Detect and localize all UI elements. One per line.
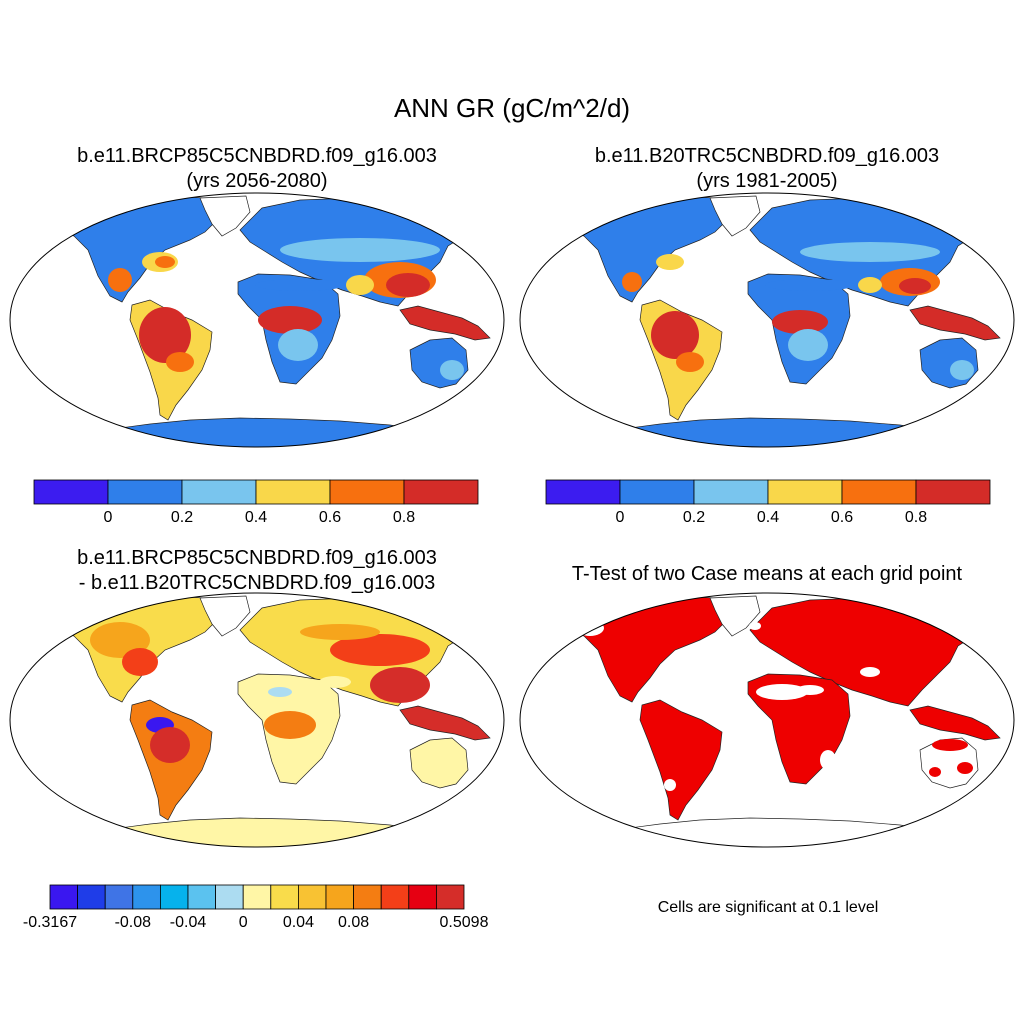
colorbar-2-tick-label-0: 0 — [616, 509, 625, 526]
colorbar-2-swatch-3 — [767, 479, 843, 505]
colorbar-3-swatch-6 — [215, 884, 244, 910]
colorbar-panel-3: -0.3167 -0.08 -0.04 0 0.04 0.08 0.5098 — [23, 884, 489, 931]
panel-2-title-line2: (yrs 1981-2005) — [696, 170, 838, 192]
panel-2-title-line1: b.e11.B20TRC5CNBDRD.f09_g16.003 — [594, 145, 940, 167]
colorbar-2-swatch-5 — [915, 479, 991, 505]
colorbar-3-swatch-0 — [49, 884, 79, 910]
colorbar-3-labels: -0.3167 -0.08 -0.04 0 0.04 0.08 0.5098 — [23, 914, 489, 931]
colorbar-2-labels: 0 0.2 0.4 0.6 0.8 — [616, 509, 928, 526]
colorbar-1-boxes — [33, 479, 479, 505]
colorbar-1-swatch-4 — [329, 479, 405, 505]
colorbar-3-tick-label-4: 0.04 — [283, 914, 314, 931]
colorbar-3-swatch-13 — [408, 884, 437, 910]
panel-3-title-line2: - b.e11.B20TRC5CNBDRD.f09_g16.003 — [78, 572, 436, 594]
colorbar-3-swatch-9 — [297, 884, 327, 910]
colorbar-3-swatch-7 — [242, 884, 272, 910]
colorbar-3-swatch-1 — [77, 884, 106, 910]
colorbar-2-tick-label-2: 0.4 — [757, 509, 779, 526]
colorbar-1-swatch-2 — [181, 479, 257, 505]
colorbar-3-tick-label-5: 0.08 — [338, 914, 369, 931]
colorbar-1-labels: 0 0.2 0.4 0.6 0.8 — [104, 509, 416, 526]
panel-3-title-line1: b.e11.BRCP85C5CNBDRD.f09_g16.003 — [77, 547, 437, 569]
colorbar-1-tick-label-0: 0 — [104, 509, 113, 526]
map-panel-rcp85 — [9, 192, 505, 448]
significance-note: Cells are significant at 0.1 level — [657, 899, 879, 916]
colorbar-3-swatch-12 — [380, 884, 410, 910]
colorbar-3-swatch-4 — [159, 884, 189, 910]
colorbar-1-tick-label-4: 0.8 — [393, 509, 415, 526]
colorbar-2-boxes — [545, 479, 991, 505]
colorbar-2-swatch-4 — [841, 479, 917, 505]
colorbar-3-tick-label-0: -0.3167 — [23, 914, 77, 931]
panel-1-title-line2: (yrs 2056-2080) — [186, 170, 328, 192]
colorbar-2-swatch-2 — [693, 479, 769, 505]
panel-1-title-line1: b.e11.BRCP85C5CNBDRD.f09_g16.003 — [77, 145, 437, 167]
colorbar-3-swatch-3 — [132, 884, 161, 910]
colorbar-3-swatch-11 — [353, 884, 382, 910]
panel-4-title: T-Test of two Case means at each grid po… — [571, 563, 963, 585]
map-panel-ttest — [519, 592, 1015, 848]
colorbar-2-swatch-0 — [545, 479, 621, 505]
colorbar-1-swatch-0 — [33, 479, 109, 505]
colorbar-2-swatch-1 — [619, 479, 695, 505]
colorbar-3-swatch-14 — [435, 884, 465, 910]
colorbar-3-swatch-10 — [325, 884, 355, 910]
colorbar-1-swatch-5 — [403, 479, 479, 505]
colorbar-3-swatch-2 — [104, 884, 134, 910]
colorbar-2-tick-label-3: 0.6 — [831, 509, 853, 526]
colorbar-1-swatch-3 — [255, 479, 331, 505]
colorbar-1-tick-label-1: 0.2 — [171, 509, 193, 526]
colorbar-2-tick-label-4: 0.8 — [905, 509, 927, 526]
colorbar-3-tick-label-1: -0.08 — [115, 914, 152, 931]
colorbar-3-swatch-5 — [187, 884, 217, 910]
colorbar-3-tick-label-3: 0 — [239, 914, 248, 931]
colorbar-panel-1: 0 0.2 0.4 0.6 0.8 — [33, 479, 479, 526]
colorbar-3-tick-label-2: -0.04 — [170, 914, 207, 931]
colorbar-1-tick-label-3: 0.6 — [319, 509, 341, 526]
figure-title: ANN GR (gC/m^2/d) — [393, 93, 631, 123]
map-panel-b20tr — [519, 192, 1015, 448]
colorbar-3-boxes — [49, 884, 465, 910]
colorbar-1-tick-label-2: 0.4 — [245, 509, 267, 526]
colorbar-2-tick-label-1: 0.2 — [683, 509, 705, 526]
colorbar-3-tick-label-6: 0.5098 — [440, 914, 489, 931]
map-panel-difference — [9, 592, 505, 848]
colorbar-panel-2: 0 0.2 0.4 0.6 0.8 — [545, 479, 991, 526]
colorbar-3-swatch-8 — [270, 884, 299, 910]
colorbar-1-swatch-1 — [107, 479, 183, 505]
